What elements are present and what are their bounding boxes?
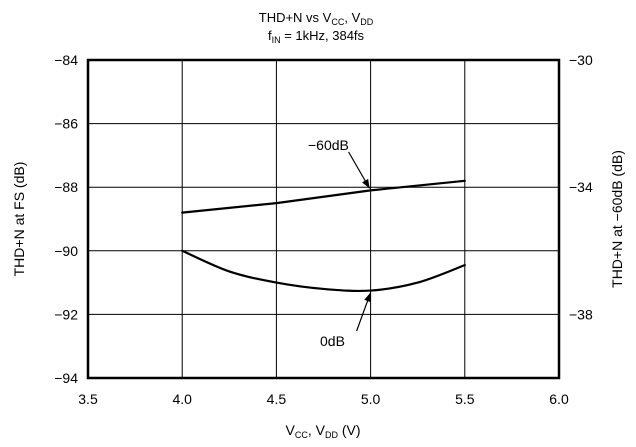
annotation-0db: 0dB xyxy=(320,333,345,349)
x-axis-label: VCC, VDD (V) xyxy=(285,422,360,440)
annotation-arrow-0db-head xyxy=(364,292,371,303)
annotation-minus60db: −60dB xyxy=(308,137,349,153)
series-lines xyxy=(181,179,466,293)
y-axis-label-left: THD+N at FS (dB) xyxy=(11,162,27,277)
x-tick-label: 6.0 xyxy=(549,391,569,407)
y-tick-label-left: −88 xyxy=(54,179,78,195)
y-tick-label-left: −84 xyxy=(54,52,78,68)
x-tick-label: 5.5 xyxy=(455,391,475,407)
y-tick-label-right: −34 xyxy=(569,179,593,195)
series-line-1 xyxy=(181,179,466,214)
x-tick-label: 4.0 xyxy=(172,391,192,407)
annotation-arrows xyxy=(348,151,372,332)
tick-labels: 3.5 4.0 4.5 5.0 5.5 6.0 −94 −92 −90 −88 −86 −84 −38 −… xyxy=(54,52,593,407)
y-tick-label-left: −94 xyxy=(54,370,78,386)
chart-title-line1: THD+N vs VCC, VDD xyxy=(259,10,374,27)
x-tick-label: 5.0 xyxy=(361,391,381,407)
y-tick-label-left: −86 xyxy=(54,116,78,132)
grid-lines xyxy=(88,60,559,378)
chart-title-line2: fIN = 1kHz, 384fs xyxy=(268,28,365,45)
x-tick-label: 4.5 xyxy=(267,391,287,407)
annotation-arrow-minus60db-head xyxy=(362,178,370,189)
y-tick-label-left: −90 xyxy=(54,243,78,259)
y-tick-label-right: −38 xyxy=(569,306,593,322)
y-tick-label-right: −30 xyxy=(569,52,593,68)
y-tick-label-left: −92 xyxy=(54,306,78,322)
x-tick-label: 3.5 xyxy=(78,391,98,407)
series-line-0 xyxy=(181,249,466,293)
plot-frame xyxy=(86,58,561,380)
y-axis-label-right: THD+N at −60dB (dB) xyxy=(609,150,625,288)
